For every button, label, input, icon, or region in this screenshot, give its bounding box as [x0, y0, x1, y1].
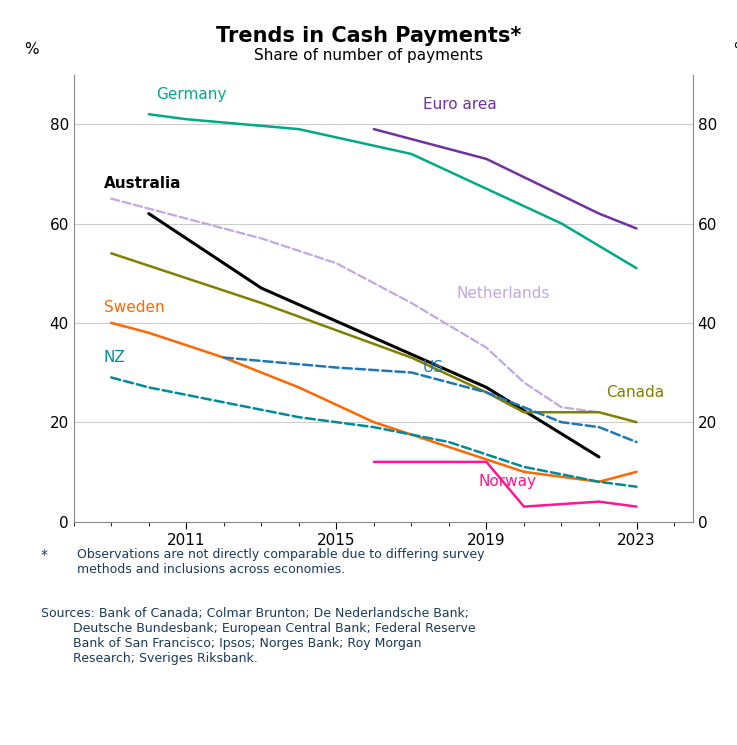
- Text: Netherlands: Netherlands: [456, 285, 550, 300]
- Text: Germany: Germany: [156, 87, 226, 102]
- Text: NZ: NZ: [104, 350, 125, 365]
- Text: Norway: Norway: [479, 475, 537, 489]
- Text: Sweden: Sweden: [104, 300, 164, 315]
- Text: *: *: [41, 548, 47, 562]
- Text: Euro area: Euro area: [422, 97, 497, 112]
- Text: Canada: Canada: [607, 385, 665, 400]
- Text: Observations are not directly comparable due to differing survey
methods and inc: Observations are not directly comparable…: [77, 548, 485, 576]
- Text: Trends in Cash Payments*: Trends in Cash Payments*: [216, 26, 521, 46]
- Text: %: %: [24, 42, 39, 57]
- Text: Australia: Australia: [104, 177, 181, 191]
- Text: Share of number of payments: Share of number of payments: [254, 48, 483, 63]
- Text: Sources: Bank of Canada; Colmar Brunton; De Nederlandsche Bank;
        Deutsche: Sources: Bank of Canada; Colmar Brunton;…: [41, 607, 475, 665]
- Text: US: US: [422, 360, 444, 375]
- Text: %: %: [733, 42, 737, 57]
